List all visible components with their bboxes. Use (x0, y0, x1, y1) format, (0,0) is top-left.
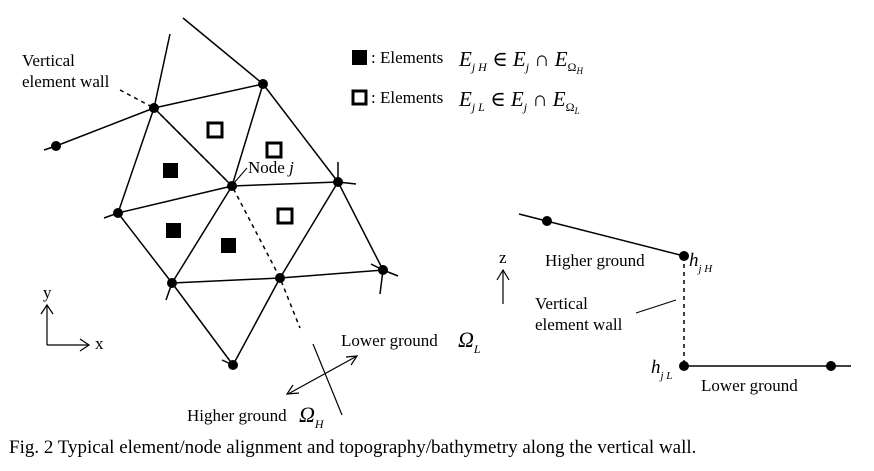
higher-element-markers (163, 163, 236, 253)
region-divider-line (312, 343, 343, 416)
legend-filled-marker-icon (352, 50, 367, 65)
legend-open-marker-icon (351, 89, 368, 106)
x-axis-label: x (95, 334, 104, 353)
higher-ground-region-label: Higher ground (187, 406, 287, 425)
region-direction-arrow (287, 355, 358, 395)
node-j-leader (233, 167, 248, 184)
vertical-wall-label-line2: element wall (22, 72, 110, 91)
figure-caption: Fig. 2 Typical element/node alignment an… (9, 437, 697, 458)
vertical-wall-label-line1: Vertical (22, 51, 75, 70)
z-axis-label: z (499, 248, 507, 267)
z-axis-arrowhead (496, 268, 510, 281)
region-arrowhead-lower (345, 355, 359, 366)
xy-axes-icon (40, 303, 91, 352)
legend-open-formula: Ej L ∈ Ej ∩ EΩL (458, 87, 580, 116)
profile-higher-ground-label: Higher ground (545, 251, 645, 270)
vertical-wall-line (119, 89, 301, 329)
profile-h-low: hj L (651, 357, 672, 382)
legend-open-label: : Elements (371, 88, 443, 107)
profile-vertical-wall-leader (635, 299, 677, 314)
mesh-nodes (51, 79, 388, 370)
legend-filled-label: : Elements (371, 48, 443, 67)
profile-vertical-wall-label-line2: element wall (535, 315, 623, 334)
profile-lower-ground-label: Lower ground (701, 376, 798, 395)
lower-ground-region-label: Lower ground (341, 331, 438, 350)
profile-lower-node-right (826, 361, 836, 371)
mesh-edges (43, 17, 399, 366)
profile-h-high: hj H (689, 250, 713, 275)
node-j-label: Node j (248, 158, 294, 177)
lower-element-markers (206, 121, 294, 225)
higher-ground-omega: ΩH (299, 402, 325, 431)
lower-ground-omega: ΩL (458, 327, 481, 356)
region-arrowhead-higher (285, 384, 300, 395)
profile-vertical-wall-label-line1: Vertical (535, 294, 588, 313)
y-axis-label: y (43, 283, 52, 302)
legend-filled-formula: Ej H ∈ Ej ∩ EΩH (458, 47, 583, 76)
profile-higher-node-left (542, 216, 552, 226)
profile-lower-node-wall (679, 361, 689, 371)
